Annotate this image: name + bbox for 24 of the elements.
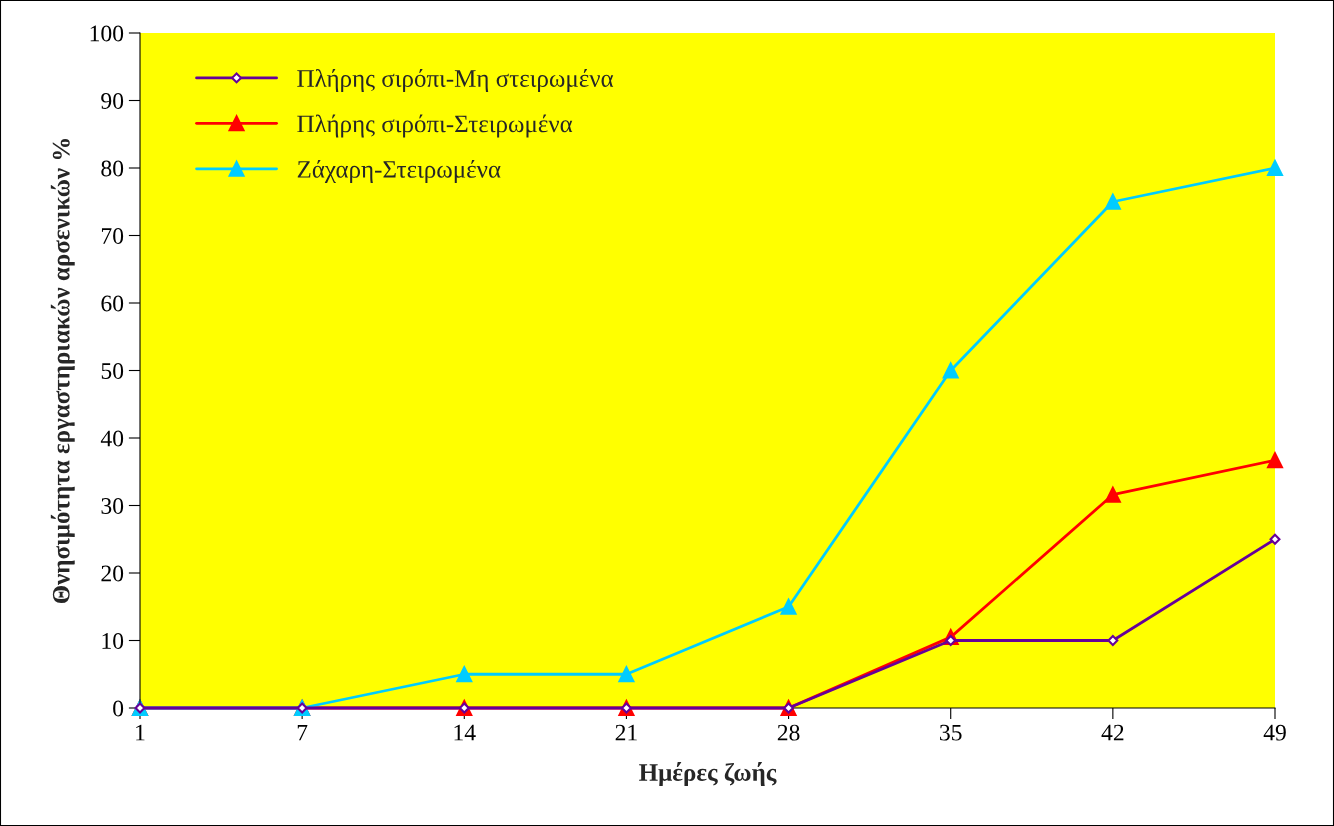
y-tick-label: 100: [90, 25, 124, 42]
x-axis-title: Ημέρες ζωής: [639, 762, 777, 786]
y-tick-label: 60: [101, 295, 124, 312]
x-tick-label: 21: [615, 724, 637, 741]
x-tick-label: 42: [1101, 724, 1124, 741]
y-tick-label: 50: [101, 362, 124, 379]
x-tick-label: 49: [1263, 724, 1286, 741]
y-tick-label: 40: [100, 430, 124, 447]
legend-label: Πλήρης σιρόπι-Στειρωμένα: [297, 114, 573, 138]
x-tick-label: 14: [454, 724, 476, 741]
y-tick-label: 70: [101, 227, 124, 244]
y-tick-label: 90: [101, 92, 124, 109]
y-tick-label: 30: [101, 497, 124, 514]
x-tick-label: 1: [136, 724, 145, 741]
y-tick-label: 20: [101, 565, 124, 582]
y-tick-label: 0: [113, 700, 124, 717]
x-tick-label: 28: [777, 724, 800, 741]
y-tick-label: 80: [101, 160, 124, 177]
y-tick-label: 10: [102, 632, 124, 649]
x-tick-label: 7: [297, 724, 308, 741]
y-axis-title: Θνησιμότητα εργαστηριακών αρσενικών %: [50, 139, 75, 604]
x-tick-label: 35: [940, 724, 962, 741]
legend-label: Ζάχαρη-Στειρωμένα: [297, 159, 501, 183]
legend-label: Πλήρης σιρόπι-Μη στειρωμένα: [297, 69, 614, 92]
